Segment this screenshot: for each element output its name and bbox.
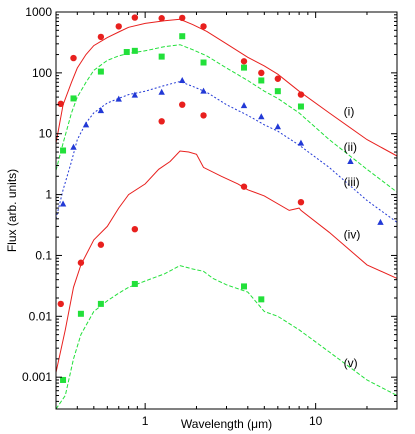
data-point [57, 100, 64, 108]
y-tick-label: 10 [39, 127, 53, 141]
data-point [131, 280, 138, 287]
y-tick-label: 100 [32, 66, 52, 80]
x-axis-label: Wavelength (μm) [181, 417, 272, 431]
curve-label: (iv) [344, 228, 361, 242]
series-line [56, 265, 397, 409]
data-point [297, 103, 304, 110]
plot-area [56, 14, 397, 409]
axis-ticks: 1 10 1000 100 10 1 0.1 0.01 0.001 [22, 5, 398, 428]
series-line [56, 44, 397, 193]
y-tick-label: 0.01 [29, 309, 53, 323]
data-point [97, 107, 105, 114]
data-point [200, 87, 207, 94]
data-point [240, 102, 248, 109]
series-2 [56, 33, 397, 193]
data-point [274, 123, 282, 130]
data-point [347, 157, 354, 164]
data-point [258, 69, 265, 77]
x-tick-label: 1 [142, 414, 149, 428]
data-point [158, 15, 165, 22]
series-1 [56, 14, 397, 157]
data-point [240, 58, 248, 65]
data-point [297, 198, 305, 206]
y-tick-label: 0.001 [22, 370, 52, 384]
data-point [179, 76, 186, 83]
data-point [123, 49, 130, 56]
data-point [97, 68, 104, 75]
data-point [131, 225, 139, 233]
data-point [179, 101, 186, 108]
data-point [57, 300, 64, 308]
series-4 [56, 101, 397, 373]
series-line [56, 18, 397, 157]
data-point [131, 91, 139, 98]
data-point [70, 143, 77, 150]
data-point [59, 200, 67, 207]
data-point [97, 241, 105, 248]
data-point [82, 121, 90, 128]
data-point [258, 113, 265, 120]
data-point [240, 183, 248, 190]
curve-label: (i) [344, 105, 355, 119]
x-tick-label: 10 [309, 414, 323, 428]
series-3 [56, 76, 397, 225]
data-point [115, 23, 122, 30]
data-point [179, 33, 186, 40]
data-point [115, 95, 122, 102]
data-point [241, 64, 248, 71]
series-line [56, 80, 397, 223]
data-point [60, 376, 67, 383]
data-point [77, 259, 85, 266]
series-5 [56, 265, 397, 409]
data-point [200, 23, 207, 30]
data-point [60, 147, 67, 154]
y-axis-label: Flux (arb. units) [5, 169, 19, 252]
data-point [131, 47, 138, 54]
data-point [274, 88, 281, 95]
data-point [70, 54, 77, 62]
data-point [131, 14, 139, 21]
y-tick-label: 0.1 [35, 248, 52, 262]
plot-frame [55, 11, 398, 410]
data-point [297, 139, 305, 146]
data-point [297, 91, 305, 98]
curve-label: (iii) [344, 175, 360, 189]
y-tick-label: 1 [45, 188, 52, 202]
data-point [179, 14, 186, 22]
data-point [377, 218, 384, 225]
data-point [70, 95, 77, 102]
data-point [258, 77, 265, 84]
data-point [274, 75, 282, 82]
data-point [158, 118, 165, 125]
y-tick-label: 1000 [25, 5, 52, 19]
data-point [158, 88, 165, 95]
data-point [97, 300, 104, 307]
data-point [258, 296, 265, 303]
curve-label: (v) [344, 356, 358, 370]
data-point [200, 112, 207, 119]
data-point [97, 33, 105, 41]
data-point [241, 283, 248, 290]
series-line [56, 150, 397, 373]
curve-label: (ii) [344, 140, 357, 154]
data-point [158, 53, 165, 60]
data-point [77, 310, 84, 317]
data-point [200, 59, 207, 66]
